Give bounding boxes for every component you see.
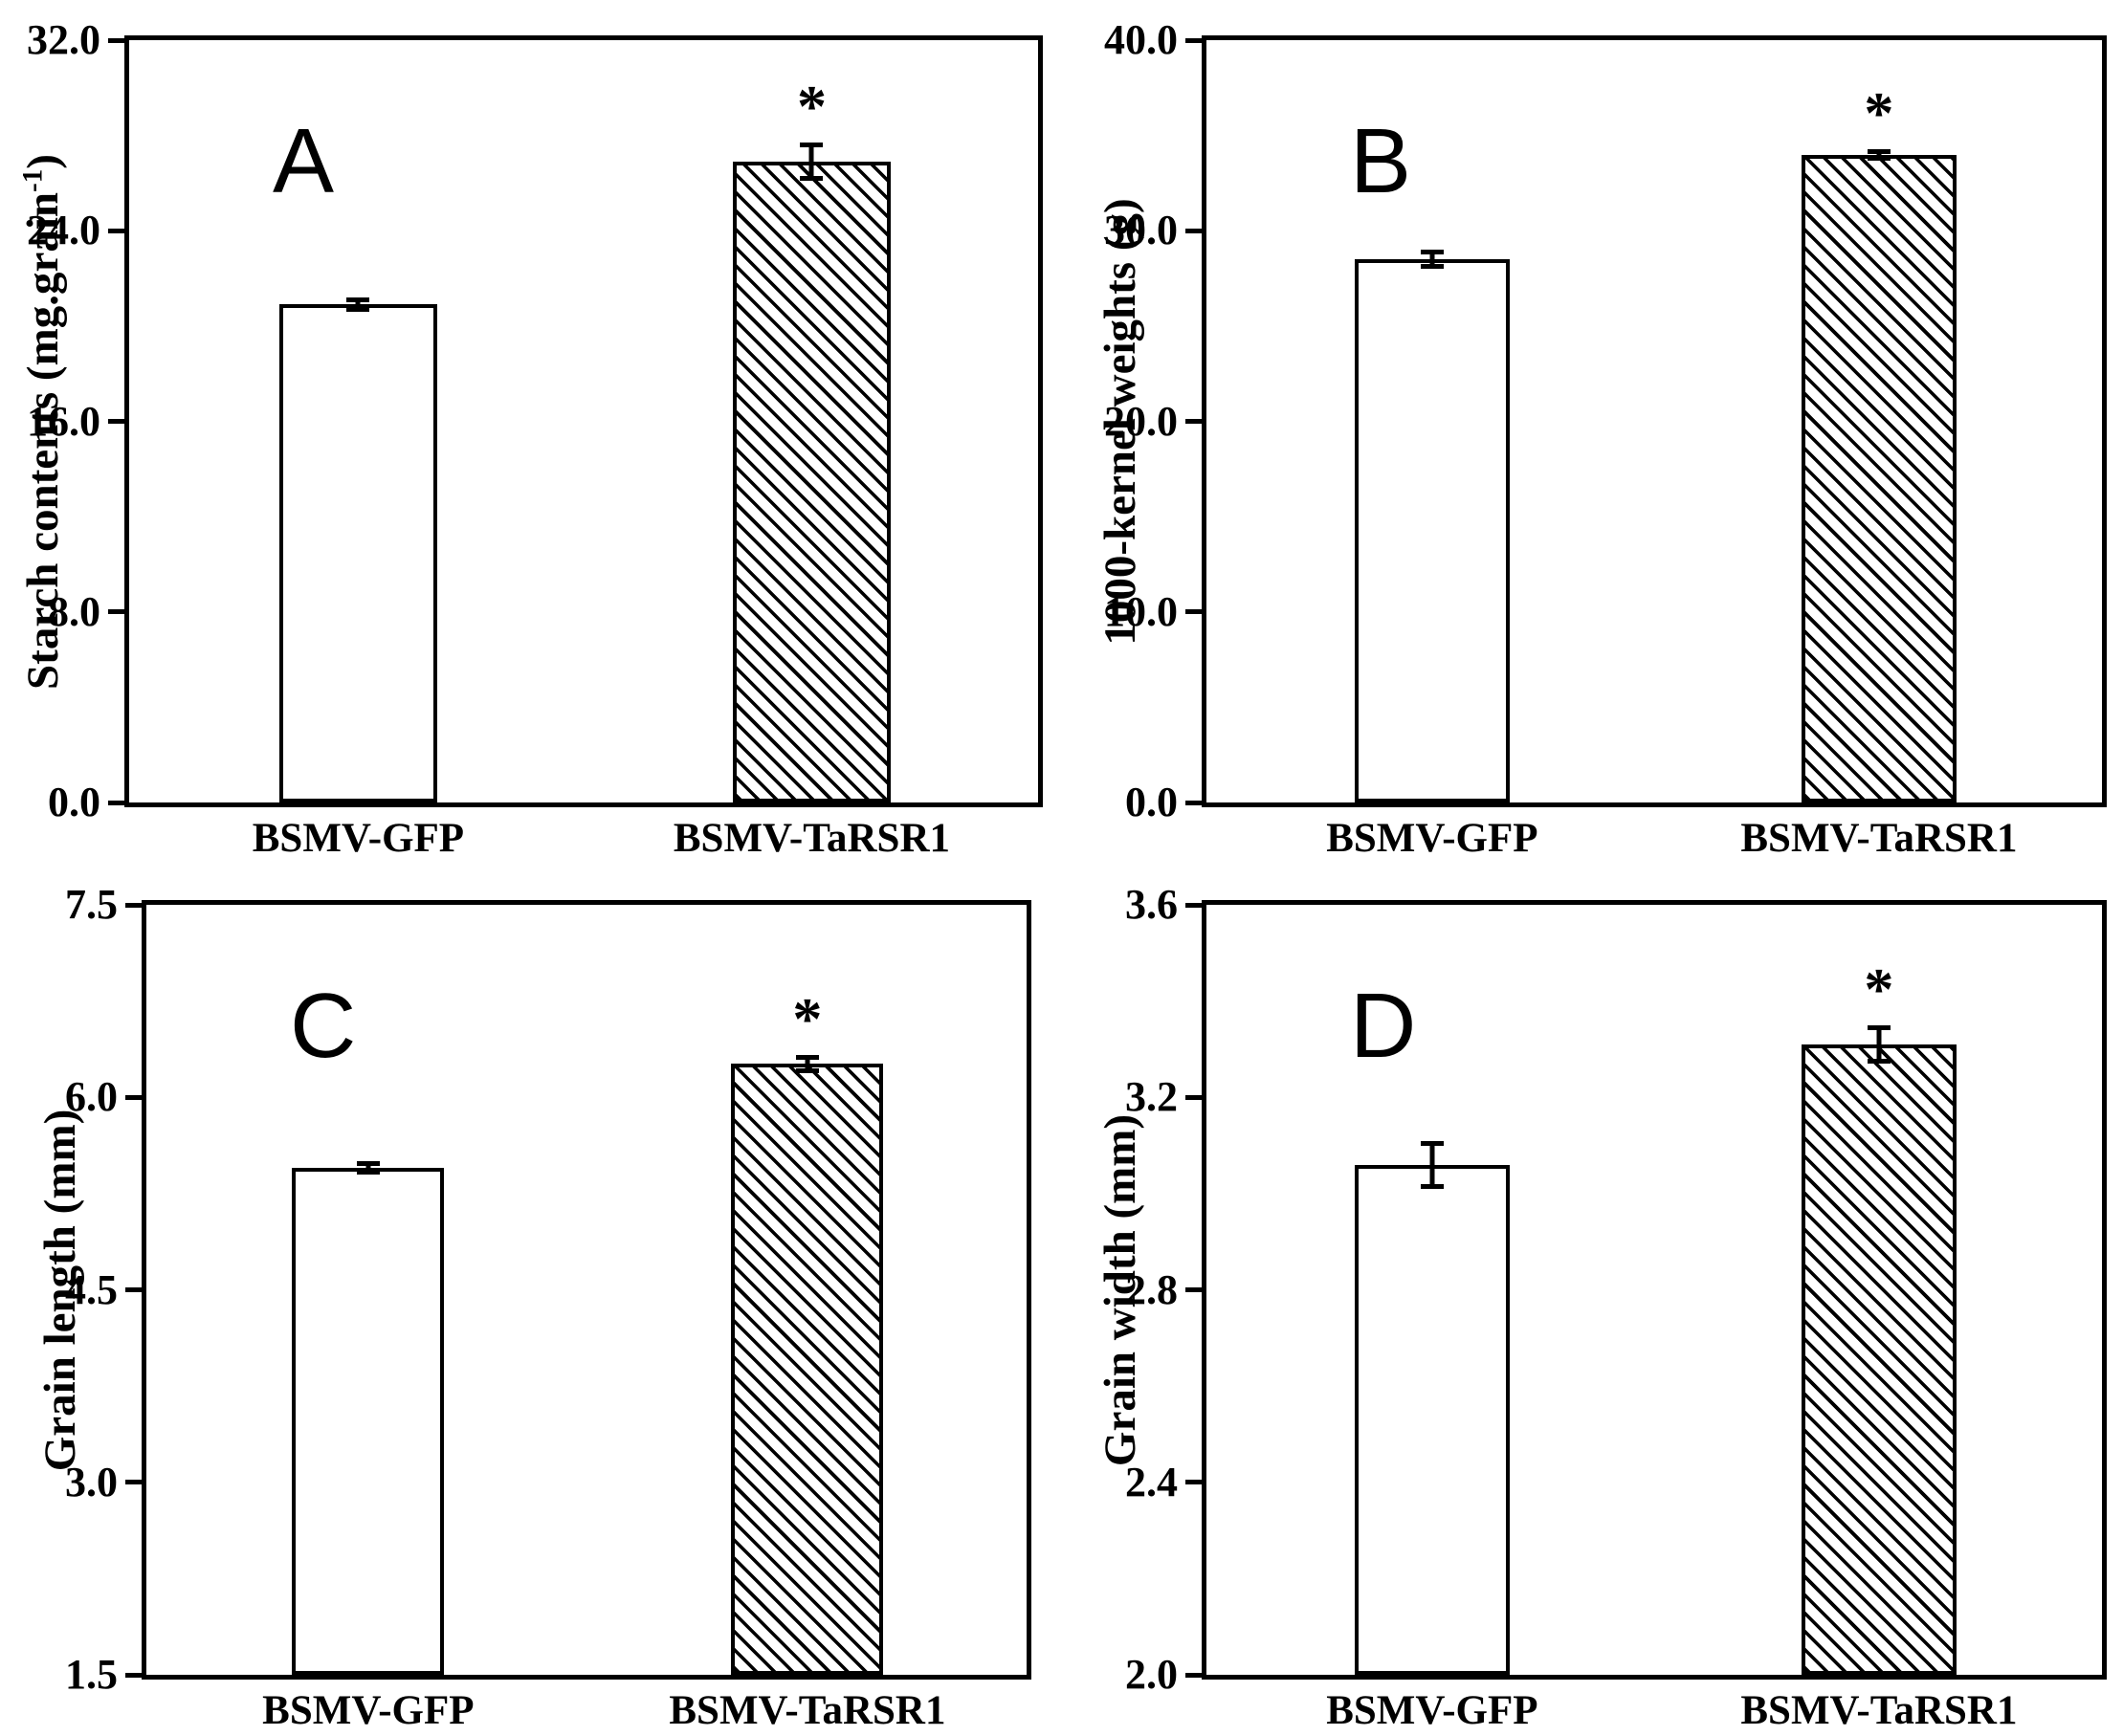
tick-label: 8.0 — [48, 587, 100, 635]
bar-bsmv-gfp — [1354, 259, 1510, 802]
panel-letter: B — [1350, 110, 1412, 212]
tick-mark — [125, 1480, 143, 1485]
tick-label: 24.0 — [27, 207, 100, 254]
significance-asterisk: * — [1864, 956, 1894, 1022]
tick-mark — [125, 1672, 143, 1678]
tick-mark — [1185, 1094, 1203, 1100]
tick-mark — [108, 609, 125, 615]
bar-bsmv-tarsr1 — [733, 162, 891, 802]
panel-letter: C — [290, 975, 357, 1077]
panel-letter: D — [1350, 975, 1417, 1077]
significance-asterisk: * — [796, 75, 827, 141]
tick-mark — [1185, 1287, 1203, 1292]
significance-asterisk: * — [1864, 80, 1894, 146]
x-category-label: BSMV-TaRSR1 — [1740, 816, 2018, 861]
plot-area: C 7.5 6.0 4.5 3.0 1.5 * BSMV-GFP BSMV-Ta… — [65, 884, 1031, 1731]
tick-mark — [1185, 902, 1203, 908]
error-bar — [346, 297, 370, 312]
plot-area: B 40.0 30.0 20.0 10.0 0.0 * BSMV-GFP BSM… — [1104, 19, 2107, 859]
tick-label: 3.0 — [65, 1458, 118, 1505]
tick-label: 2.4 — [1125, 1458, 1178, 1505]
tick-label: 20.0 — [1104, 397, 1178, 445]
tick-label: 0.0 — [48, 779, 100, 825]
error-bar — [1420, 250, 1444, 270]
x-category-label: BSMV-GFP — [1326, 1688, 1538, 1733]
plot-area: A 32.0 24.0 16.0 8.0 0.0 * BSMV-GFP BSMV… — [27, 19, 1043, 859]
tick-label: 2.8 — [1125, 1265, 1178, 1313]
tick-label: 7.5 — [65, 881, 118, 928]
tick-mark — [1185, 1480, 1203, 1485]
tick-mark — [125, 902, 143, 908]
error-bar — [1420, 1140, 1444, 1189]
bar-bsmv-gfp — [279, 304, 437, 802]
tick-label: 16.0 — [27, 397, 100, 445]
tick-label: 3.6 — [1125, 881, 1178, 928]
error-bar — [1867, 148, 1891, 161]
tick-label: 3.2 — [1125, 1073, 1178, 1121]
x-category-label: BSMV-TaRSR1 — [673, 816, 950, 861]
bar-bsmv-gfp — [292, 1168, 445, 1675]
error-bar — [1867, 1024, 1891, 1065]
tick-mark — [1185, 609, 1203, 615]
x-category-label: BSMV-TaRSR1 — [1740, 1688, 2018, 1733]
tick-mark — [1185, 37, 1203, 43]
tick-label: 2.0 — [1125, 1651, 1178, 1698]
tick-label: 6.0 — [65, 1073, 118, 1121]
tick-mark — [1185, 228, 1203, 233]
x-category-label: BSMV-GFP — [252, 816, 465, 861]
tick-mark — [125, 1287, 143, 1292]
tick-label: 1.5 — [65, 1651, 118, 1698]
error-bar — [795, 1054, 819, 1073]
x-category-label: BSMV-GFP — [262, 1688, 475, 1733]
plot-area: D 3.6 3.2 2.8 2.4 2.0 * BSMV-GFP BSMV-Ta… — [1125, 884, 2107, 1731]
tick-mark — [108, 228, 125, 233]
tick-mark — [108, 37, 125, 43]
tick-mark — [1185, 1672, 1203, 1678]
bar-bsmv-tarsr1 — [1801, 1044, 1957, 1675]
bar-bsmv-tarsr1 — [731, 1064, 884, 1675]
tick-label: 30.0 — [1104, 207, 1178, 254]
tick-label: 10.0 — [1104, 587, 1178, 635]
panel-letter: A — [273, 110, 335, 212]
x-category-label: BSMV-GFP — [1326, 816, 1538, 861]
tick-mark — [125, 1094, 143, 1100]
tick-label: 32.0 — [27, 16, 100, 63]
tick-mark — [108, 800, 125, 805]
tick-label: 0.0 — [1125, 779, 1178, 825]
error-bar — [356, 1161, 380, 1175]
tick-mark — [108, 419, 125, 424]
tick-label: 40.0 — [1104, 16, 1178, 63]
tick-mark — [1185, 800, 1203, 805]
bar-bsmv-gfp — [1354, 1164, 1510, 1675]
tick-mark — [1185, 419, 1203, 424]
x-category-label: BSMV-TaRSR1 — [669, 1688, 946, 1733]
error-bar — [800, 143, 824, 181]
bar-bsmv-tarsr1 — [1801, 154, 1957, 802]
significance-asterisk: * — [792, 987, 823, 1053]
tick-label: 4.5 — [65, 1265, 118, 1313]
